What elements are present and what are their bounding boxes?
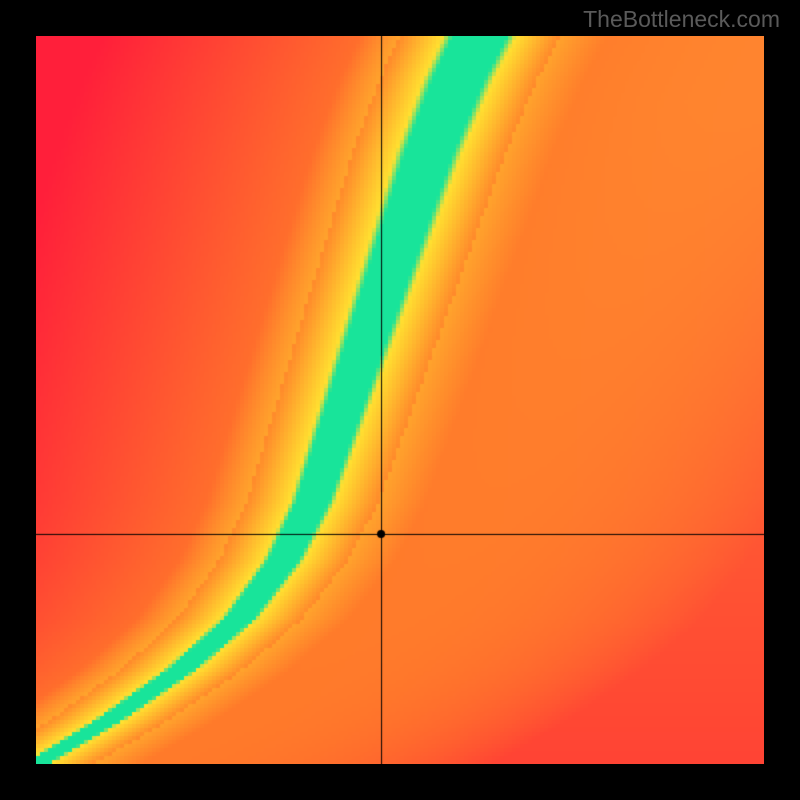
heatmap-canvas (36, 36, 764, 764)
watermark-text: TheBottleneck.com (583, 6, 780, 33)
heatmap-plot (36, 36, 764, 764)
